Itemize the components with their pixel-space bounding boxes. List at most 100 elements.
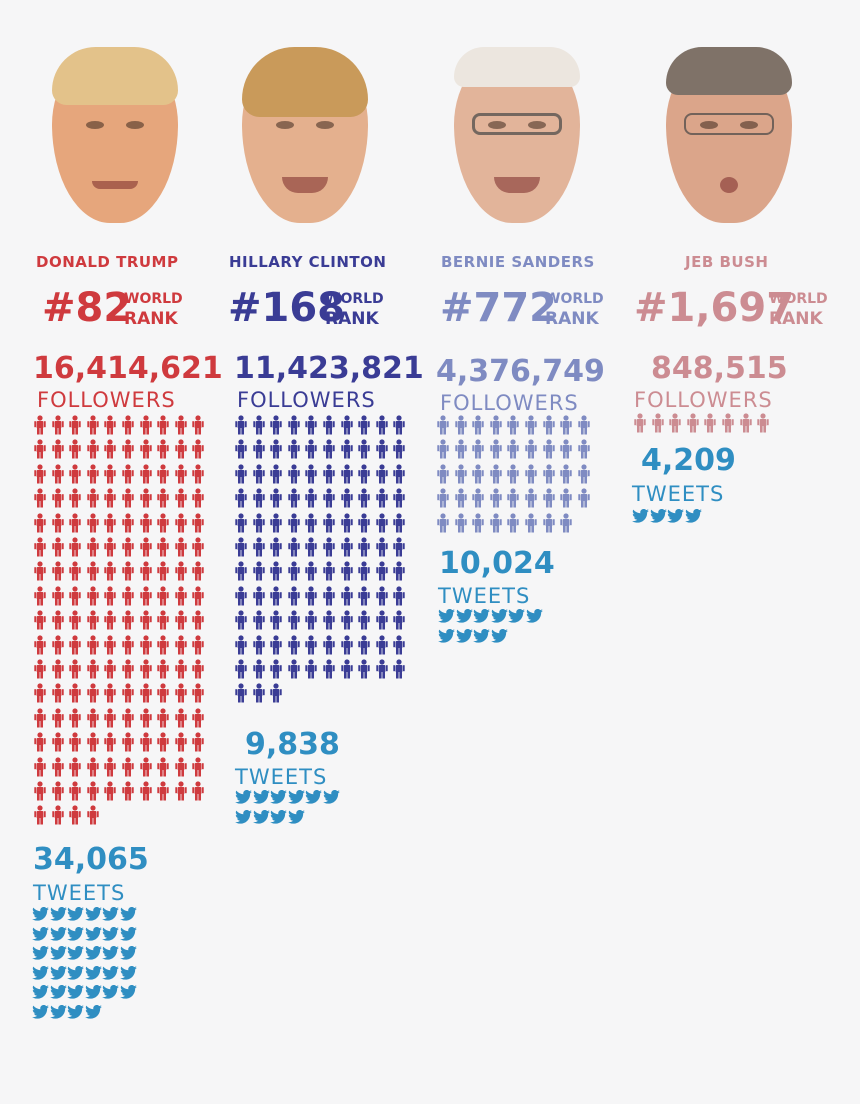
twitter-bird-icon (120, 965, 137, 980)
person-icon (122, 415, 134, 435)
person-icon (358, 634, 370, 655)
person-icon (358, 415, 370, 435)
person-icon (340, 439, 353, 459)
twitter-bird-icon (67, 965, 85, 980)
twitter-bird-icon (102, 965, 120, 980)
person-icon (122, 512, 134, 533)
person-icon (288, 610, 300, 630)
person-icon (323, 634, 335, 655)
person-icon (51, 586, 64, 606)
person-icon (393, 415, 406, 435)
person-icon (157, 586, 169, 606)
twitter-bird-icon (84, 907, 102, 921)
twitter-bird-icon (32, 946, 49, 960)
person-icon (51, 512, 64, 533)
twitter-bird-icon (120, 926, 137, 941)
world-rank-number: #1,697 (634, 285, 795, 331)
person-icon (51, 464, 64, 484)
person-icon (305, 537, 318, 557)
person-icon (139, 708, 152, 728)
twitter-bird-icon (49, 985, 67, 999)
person-icon (139, 659, 152, 679)
person-icon (358, 610, 370, 630)
twitter-bird-icon (270, 790, 288, 804)
person-icon (393, 561, 406, 581)
person-icon (122, 610, 134, 630)
person-icon (235, 683, 247, 703)
person-icon (87, 537, 99, 557)
twitter-bird-icon (667, 509, 685, 523)
person-icon (288, 488, 300, 508)
world-rank-label: WORLD RANK (545, 291, 604, 329)
person-icon (122, 732, 134, 752)
person-icon (157, 732, 169, 752)
twitter-bird-icon (305, 790, 323, 804)
person-icon (252, 512, 265, 533)
person-icon (139, 464, 152, 484)
person-icon (122, 561, 134, 581)
tweets-label: TWEETS (33, 881, 126, 905)
person-icon (192, 488, 205, 508)
twitter-bird-icon (508, 609, 526, 623)
person-icon (560, 415, 572, 435)
followers-count: 11,423,821 (234, 351, 424, 386)
person-icon (34, 805, 46, 825)
person-icon (104, 561, 117, 581)
person-icon (270, 610, 282, 630)
person-icon (87, 805, 99, 825)
person-icon (104, 634, 117, 655)
person-icon (175, 781, 187, 801)
person-icon (288, 512, 300, 533)
twitter-bird-icon (490, 609, 508, 623)
person-icon (252, 586, 265, 606)
person-icon (393, 610, 406, 630)
tweets-count: 4,209 (641, 443, 736, 478)
person-icon (393, 586, 406, 606)
person-icon (235, 512, 247, 533)
person-icon (175, 561, 187, 581)
person-icon (305, 464, 318, 484)
person-icon (87, 439, 99, 459)
person-icon (192, 561, 205, 581)
person-icon (139, 683, 152, 703)
person-icon (139, 732, 152, 752)
world-rank-label: WORLD RANK (124, 291, 183, 329)
person-icon (69, 415, 81, 435)
person-icon (340, 488, 353, 508)
person-icon (139, 634, 152, 655)
person-icon (122, 659, 134, 679)
twitter-bird-icon (120, 985, 137, 999)
person-icon (104, 756, 117, 777)
person-icon (192, 512, 205, 533)
person-icon (490, 464, 502, 484)
person-icon (722, 413, 734, 433)
person-icon (139, 610, 152, 630)
person-icon (235, 488, 247, 508)
person-icon (34, 634, 46, 655)
person-icon (358, 439, 370, 459)
person-icon (454, 512, 467, 533)
twitter-bird-icon (84, 1004, 102, 1019)
person-icon (87, 415, 99, 435)
person-icon (51, 634, 64, 655)
followers-label: FOLLOWERS (37, 388, 176, 412)
twitter-bird-icon (490, 628, 508, 643)
person-icon (34, 610, 46, 630)
person-icon (34, 659, 46, 679)
person-icon (139, 439, 152, 459)
twitter-bird-icon (49, 965, 67, 980)
twitter-bird-icon (526, 609, 543, 623)
person-icon (340, 415, 353, 435)
person-icon (69, 512, 81, 533)
person-icon (305, 512, 318, 533)
person-icon (122, 683, 134, 703)
person-icon (305, 415, 318, 435)
person-icon (507, 415, 520, 435)
person-icon (192, 415, 205, 435)
person-icon (525, 415, 537, 435)
person-icon (87, 610, 99, 630)
candidate-name: HILLARY CLINTON (229, 253, 387, 271)
person-icon (139, 781, 152, 801)
person-icon (87, 756, 99, 777)
twitter-bird-icon (120, 946, 137, 960)
